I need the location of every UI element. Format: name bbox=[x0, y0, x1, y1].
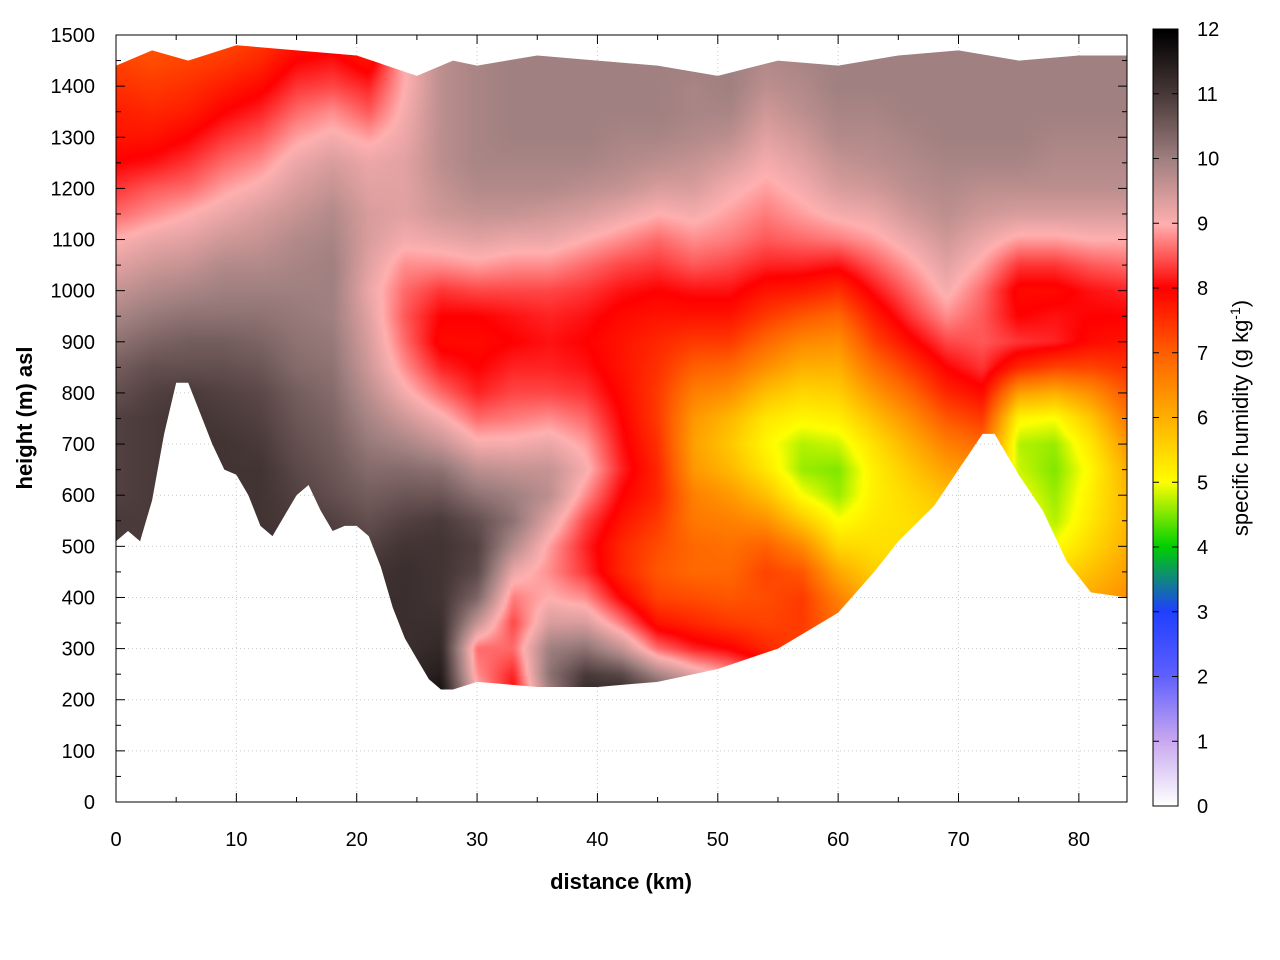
colorbar-title-sup: -1 bbox=[1227, 307, 1243, 320]
y-tick-label: 1300 bbox=[51, 127, 96, 149]
y-tick-label: 500 bbox=[62, 536, 95, 558]
y-tick-label: 1000 bbox=[51, 281, 96, 303]
y-tick-label: 800 bbox=[62, 383, 95, 405]
colorbar-title-close: ) bbox=[1228, 300, 1253, 307]
y-tick-label: 600 bbox=[62, 485, 95, 507]
colorbar-tick-label: 3 bbox=[1197, 602, 1208, 624]
colorbar-title: specific humidity (g kg-1) bbox=[1227, 300, 1253, 536]
colorbar-title-main: specific humidity (g kg bbox=[1228, 320, 1253, 536]
y-tick-label: 100 bbox=[62, 741, 95, 763]
colorbar-tick-label: 9 bbox=[1197, 213, 1208, 235]
colorbar-tick-label: 4 bbox=[1197, 537, 1208, 559]
y-axis-title: height (m) asl bbox=[12, 346, 37, 489]
x-axis-ticks: 0 10 20 30 40 50 60 70 80 bbox=[110, 35, 1090, 851]
y-tick-label: 1100 bbox=[52, 230, 95, 252]
x-axis-title: distance (km) bbox=[550, 869, 692, 894]
y-tick-label: 900 bbox=[62, 332, 95, 354]
colorbar-tick-label: 5 bbox=[1197, 472, 1208, 494]
x-tick-label: 80 bbox=[1068, 829, 1090, 851]
colorbar-tick-label: 1 bbox=[1197, 731, 1208, 753]
colorbar-tick-label: 2 bbox=[1197, 667, 1208, 689]
colorbar-tick-label: 0 bbox=[1197, 796, 1208, 818]
x-tick-label: 60 bbox=[827, 829, 849, 851]
x-tick-label: 70 bbox=[947, 829, 969, 851]
colorbar-tick-label: 12 bbox=[1197, 19, 1219, 41]
y-tick-label: 400 bbox=[62, 587, 95, 609]
x-tick-label: 30 bbox=[466, 829, 488, 851]
y-tick-label: 1400 bbox=[51, 76, 96, 98]
y-tick-label: 0 bbox=[84, 792, 95, 814]
y-tick-label: 300 bbox=[62, 639, 95, 661]
y-tick-label: 1200 bbox=[51, 178, 96, 200]
colorbar-tick-label: 8 bbox=[1197, 278, 1208, 300]
x-tick-label: 20 bbox=[346, 829, 368, 851]
colorbar-tick-label: 11 bbox=[1197, 84, 1218, 106]
colorbar-tick-label: 6 bbox=[1197, 408, 1208, 430]
x-tick-label: 10 bbox=[225, 829, 247, 851]
y-tick-label: 200 bbox=[62, 690, 95, 712]
y-tick-label: 700 bbox=[62, 434, 95, 456]
x-tick-label: 50 bbox=[707, 829, 729, 851]
colorbar-tick-label: 10 bbox=[1197, 149, 1219, 171]
x-tick-label: 40 bbox=[586, 829, 608, 851]
y-axis-ticks: 0 100 200 300 400 500 600 700 800 900 1000 1100 1200… bbox=[51, 25, 1127, 814]
y-tick-label: 1500 bbox=[51, 25, 96, 47]
x-tick-label: 0 bbox=[110, 829, 121, 851]
colorbar-tick-label: 7 bbox=[1197, 343, 1208, 365]
